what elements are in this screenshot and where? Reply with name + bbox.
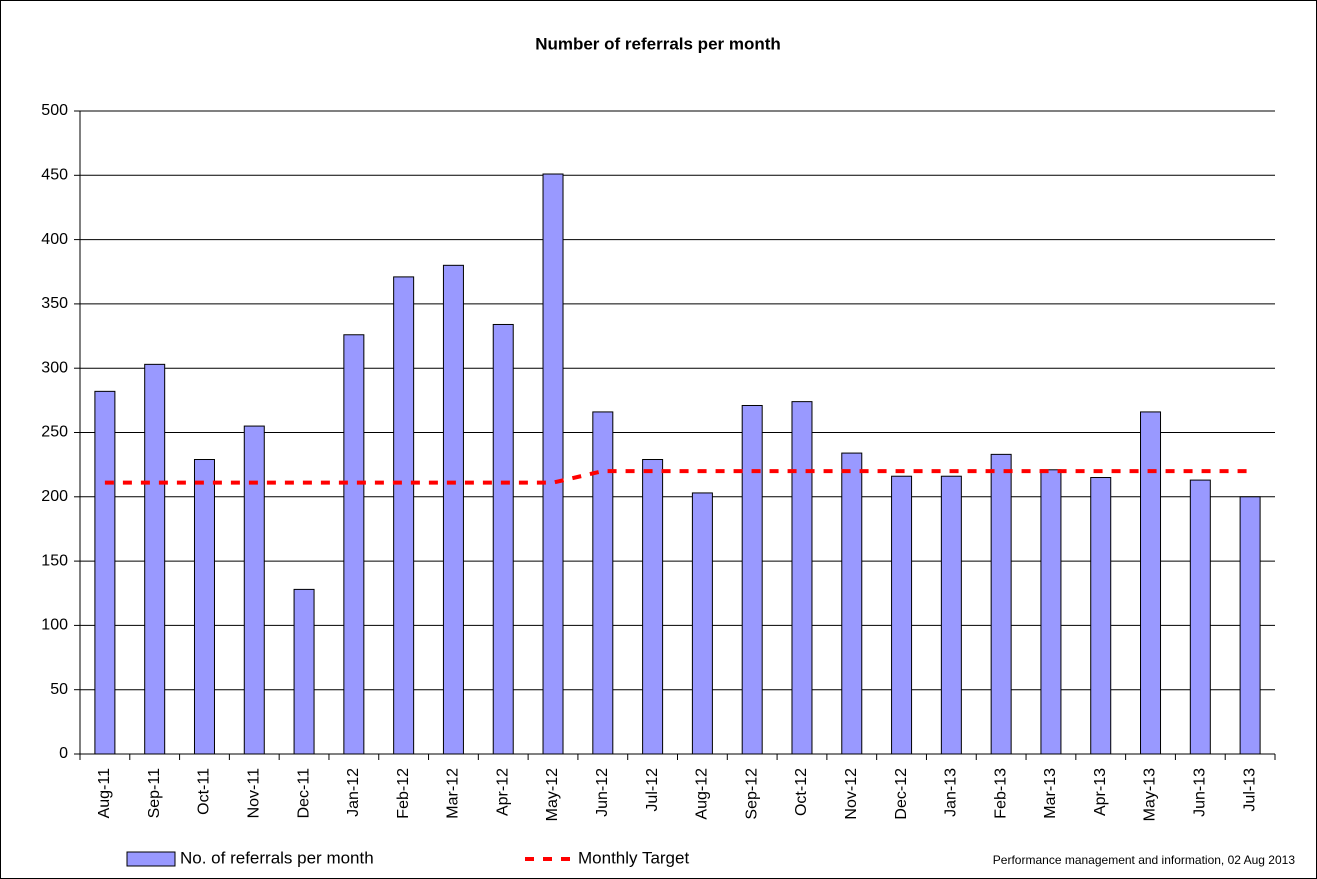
chart-title: Number of referrals per month <box>535 34 781 53</box>
legend-label: Monthly Target <box>578 848 689 867</box>
x-tick-label: Mar-12 <box>445 768 462 819</box>
y-tick-label: 450 <box>41 167 68 184</box>
x-tick-label: May-12 <box>544 768 561 821</box>
target-line <box>104 469 1251 485</box>
bar <box>1140 411 1162 755</box>
y-tick-label: 400 <box>41 231 68 248</box>
x-tick-label: Aug-12 <box>694 768 711 820</box>
bar <box>990 453 1012 755</box>
bar <box>691 492 713 755</box>
x-tick-label: Sep-11 <box>146 768 163 819</box>
x-tick-label: Jan-13 <box>943 768 960 817</box>
bar <box>642 459 664 755</box>
bar <box>791 401 813 755</box>
y-tick-label: 200 <box>41 488 68 505</box>
x-tick-label: Nov-12 <box>843 768 860 820</box>
bar <box>542 173 564 755</box>
x-tick-label: Jul-12 <box>644 768 661 812</box>
bar <box>442 264 464 755</box>
y-tick-label: 150 <box>41 552 68 569</box>
bar <box>1040 469 1062 755</box>
x-tick-label: Feb-13 <box>992 768 1009 819</box>
bar <box>144 363 166 755</box>
x-tick-label: Jun-12 <box>594 768 611 817</box>
bar <box>891 475 913 755</box>
x-tick-label: Aug-11 <box>96 768 113 819</box>
x-tick-label: Jan-12 <box>345 768 362 817</box>
legend-swatch <box>126 851 176 867</box>
bar <box>1239 496 1261 755</box>
y-tick-label: 50 <box>50 681 68 698</box>
x-tick-label: Mar-13 <box>1042 768 1059 819</box>
x-tick-label: Oct-11 <box>196 768 213 815</box>
x-tick-label: Nov-11 <box>245 768 262 818</box>
bar <box>94 390 116 755</box>
x-tick-label: Dec-12 <box>893 768 910 820</box>
bar <box>1189 479 1211 755</box>
x-tick-label: Jul-13 <box>1241 768 1258 812</box>
y-tick-label: 0 <box>59 745 68 762</box>
bar <box>193 459 215 755</box>
footnote: Performance management and information, … <box>993 853 1296 867</box>
x-tick-label: Apr-13 <box>1092 768 1109 816</box>
bar <box>1090 477 1112 755</box>
x-tick-label: Dec-11 <box>295 768 312 818</box>
x-tick-label: May-13 <box>1142 768 1159 821</box>
bar <box>492 323 514 755</box>
bar <box>841 452 863 755</box>
legend-label: No. of referrals per month <box>180 848 374 867</box>
y-tick-label: 250 <box>41 424 68 441</box>
x-tick-label: Jun-13 <box>1192 768 1209 817</box>
y-tick-label: 500 <box>41 102 68 119</box>
bar <box>243 425 265 755</box>
bar <box>741 404 763 755</box>
x-tick-label: Oct-12 <box>793 768 810 816</box>
bar <box>393 276 415 755</box>
x-tick-label: Sep-12 <box>743 768 760 820</box>
bar <box>940 475 962 755</box>
bar <box>293 588 315 755</box>
y-tick-label: 100 <box>41 617 68 634</box>
x-tick-label: Apr-12 <box>494 768 511 816</box>
y-tick-label: 300 <box>41 359 68 376</box>
x-tick-label: Feb-12 <box>395 768 412 819</box>
y-tick-label: 350 <box>41 295 68 312</box>
bar <box>343 334 365 755</box>
bar <box>592 411 614 755</box>
